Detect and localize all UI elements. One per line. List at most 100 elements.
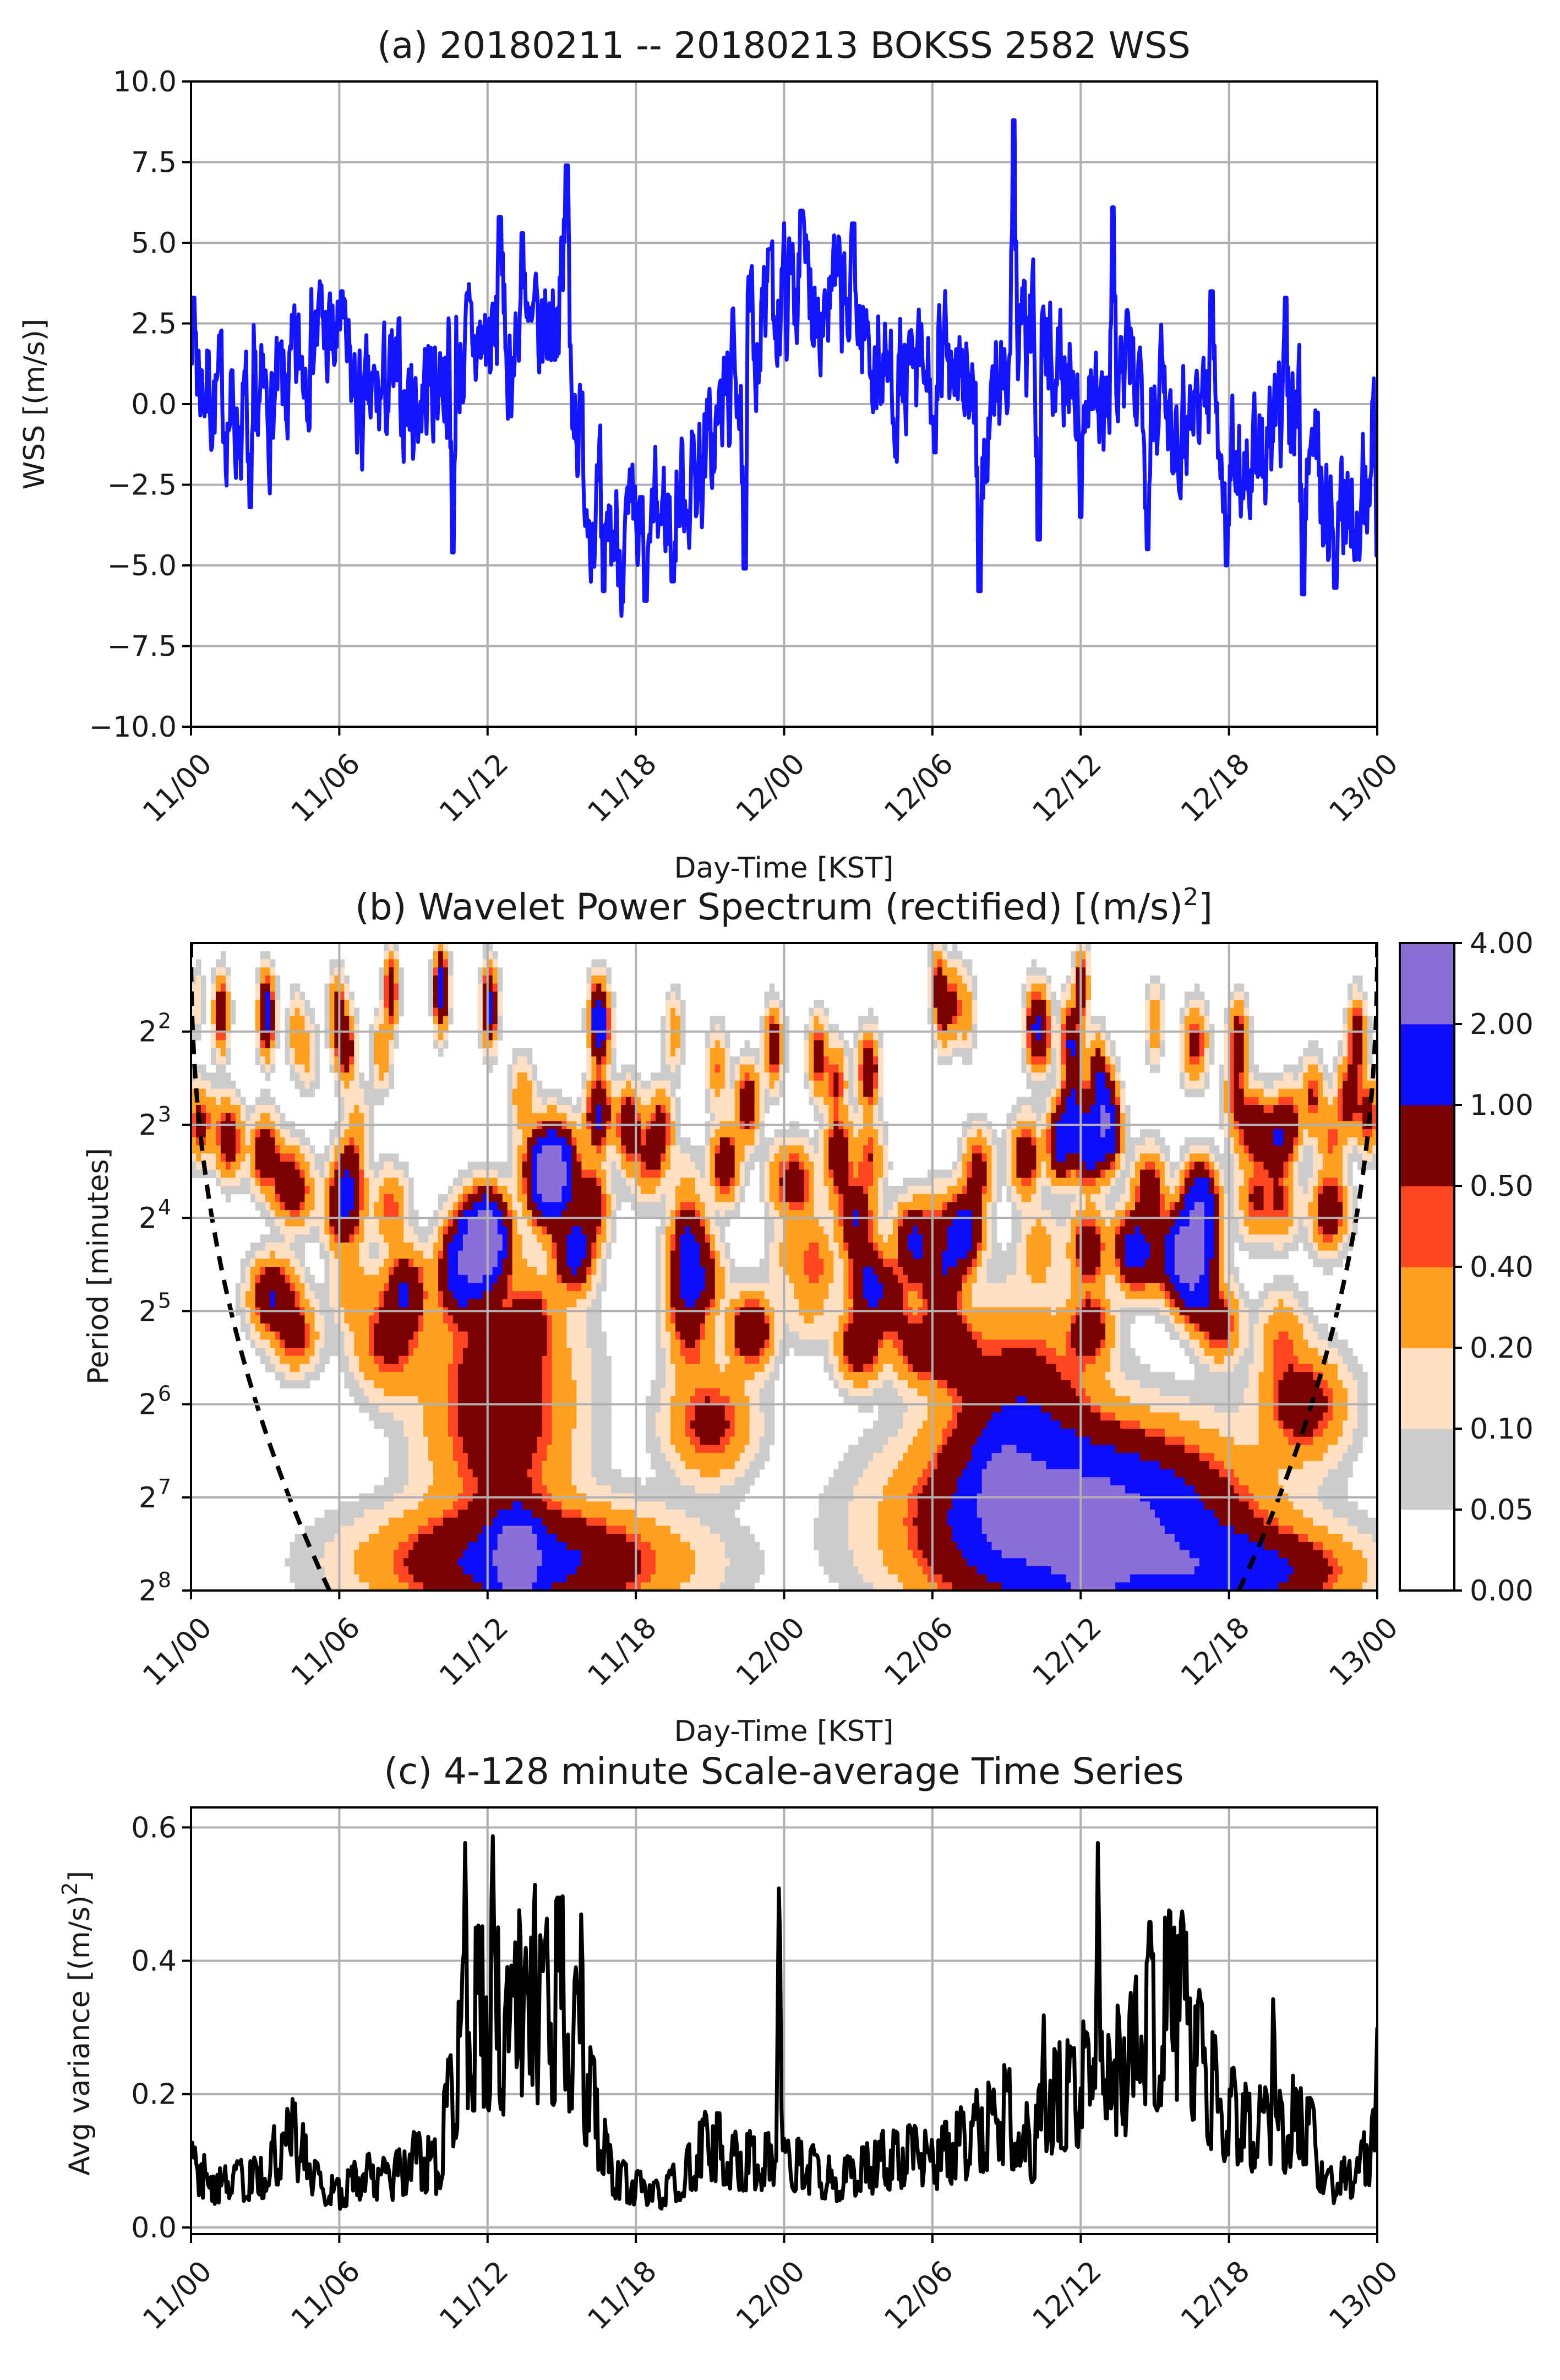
power-cell xyxy=(230,1097,236,1105)
power-cell xyxy=(527,1064,533,1073)
power-cell xyxy=(646,1202,651,1211)
power-cell xyxy=(1367,1024,1373,1033)
power-cell xyxy=(299,992,306,1000)
power-cell xyxy=(601,959,607,968)
power-cell xyxy=(1041,1194,1046,1202)
power-cell xyxy=(967,1218,973,1227)
power-cell xyxy=(394,975,399,984)
power-cell xyxy=(1036,992,1041,1000)
power-cell xyxy=(1229,1178,1235,1186)
power-cell xyxy=(1120,1113,1126,1121)
power-cell xyxy=(1338,1145,1343,1154)
power-cell xyxy=(809,1097,814,1105)
power-cell xyxy=(1318,1056,1323,1065)
power-cell xyxy=(220,1048,226,1057)
power-cell xyxy=(769,983,775,992)
power-cell xyxy=(1372,1145,1377,1154)
panel-a-title: (a) 20180211 -- 20180213 BOKSS 2582 WSS xyxy=(377,24,1190,67)
power-cell xyxy=(1071,1145,1076,1154)
power-cell xyxy=(1046,1137,1051,1146)
power-cell xyxy=(354,1080,359,1090)
power-cell xyxy=(616,1080,621,1090)
power-cell xyxy=(443,992,449,1000)
power-cell xyxy=(1081,959,1086,968)
power-cell xyxy=(275,1113,281,1121)
power-cell xyxy=(1224,1129,1230,1138)
power-cell xyxy=(631,1153,636,1162)
power-cell xyxy=(1006,1186,1012,1195)
power-cell xyxy=(1234,1088,1240,1097)
power-cell xyxy=(868,1105,874,1114)
power-cell xyxy=(1090,1080,1096,1090)
power-cell xyxy=(1016,1218,1022,1227)
power-cell xyxy=(651,1194,656,1202)
power-cell xyxy=(561,1186,567,1195)
power-cell xyxy=(843,1105,849,1114)
power-cell xyxy=(705,1088,711,1097)
power-cell xyxy=(759,1105,765,1114)
power-cell xyxy=(1333,1186,1338,1195)
power-cell xyxy=(502,1186,508,1195)
power-cell xyxy=(729,1080,735,1090)
power-cell xyxy=(1001,1129,1007,1138)
power-cell xyxy=(290,1218,296,1227)
power-cell xyxy=(1071,1202,1076,1211)
power-cell xyxy=(996,1186,1002,1195)
power-cell xyxy=(734,1056,740,1065)
power-cell xyxy=(1051,1097,1056,1105)
power-cell xyxy=(1199,1194,1205,1202)
power-cell xyxy=(571,1169,577,1178)
power-cell xyxy=(294,999,301,1009)
power-cell xyxy=(1308,1194,1313,1202)
power-cell xyxy=(294,1226,301,1235)
power-cell xyxy=(196,1137,201,1146)
power-cell xyxy=(309,1016,315,1025)
power-cell xyxy=(324,992,330,1000)
power-cell xyxy=(957,1032,963,1041)
power-cell xyxy=(270,959,276,968)
power-cell xyxy=(967,967,973,976)
power-cell xyxy=(1348,1072,1353,1081)
power-cell xyxy=(606,1202,612,1211)
power-cell xyxy=(734,1064,740,1073)
power-cell xyxy=(1145,1161,1150,1170)
power-cell xyxy=(240,1178,246,1186)
power-cell xyxy=(675,1048,681,1057)
power-cell xyxy=(680,1016,686,1025)
power-cell xyxy=(339,1088,345,1097)
power-cell xyxy=(883,1210,888,1219)
power-cell xyxy=(729,1097,735,1105)
power-cell xyxy=(626,1137,631,1146)
power-cell xyxy=(1086,1145,1091,1154)
power-cell xyxy=(542,1113,548,1121)
power-cell xyxy=(299,1226,306,1235)
power-cell xyxy=(586,1064,592,1073)
power-cell xyxy=(675,983,681,992)
power-cell xyxy=(883,1202,888,1211)
power-cell xyxy=(215,1064,221,1073)
power-cell xyxy=(344,999,350,1009)
power-cell xyxy=(823,1169,829,1178)
power-cell xyxy=(666,1007,671,1016)
power-cell xyxy=(754,1137,760,1146)
power-cell xyxy=(285,1178,291,1186)
power-cell xyxy=(1061,1072,1066,1081)
power-cell xyxy=(1248,1169,1254,1178)
power-cell xyxy=(784,1194,790,1202)
power-cell xyxy=(339,1218,345,1227)
power-cell xyxy=(220,967,226,976)
power-cell xyxy=(744,1088,750,1097)
power-cell xyxy=(1328,1145,1333,1154)
power-cell xyxy=(299,1072,306,1081)
power-cell xyxy=(532,1145,538,1154)
power-cell xyxy=(1021,1105,1027,1114)
power-cell xyxy=(586,1153,592,1162)
power-cell xyxy=(443,1032,449,1041)
power-cell xyxy=(981,1202,988,1211)
power-cell xyxy=(744,1129,750,1138)
power-cell xyxy=(448,992,454,1000)
power-cell xyxy=(986,1202,992,1211)
power-cell xyxy=(1184,1007,1190,1016)
power-cell xyxy=(1071,1194,1076,1202)
power-cell xyxy=(596,1186,602,1195)
